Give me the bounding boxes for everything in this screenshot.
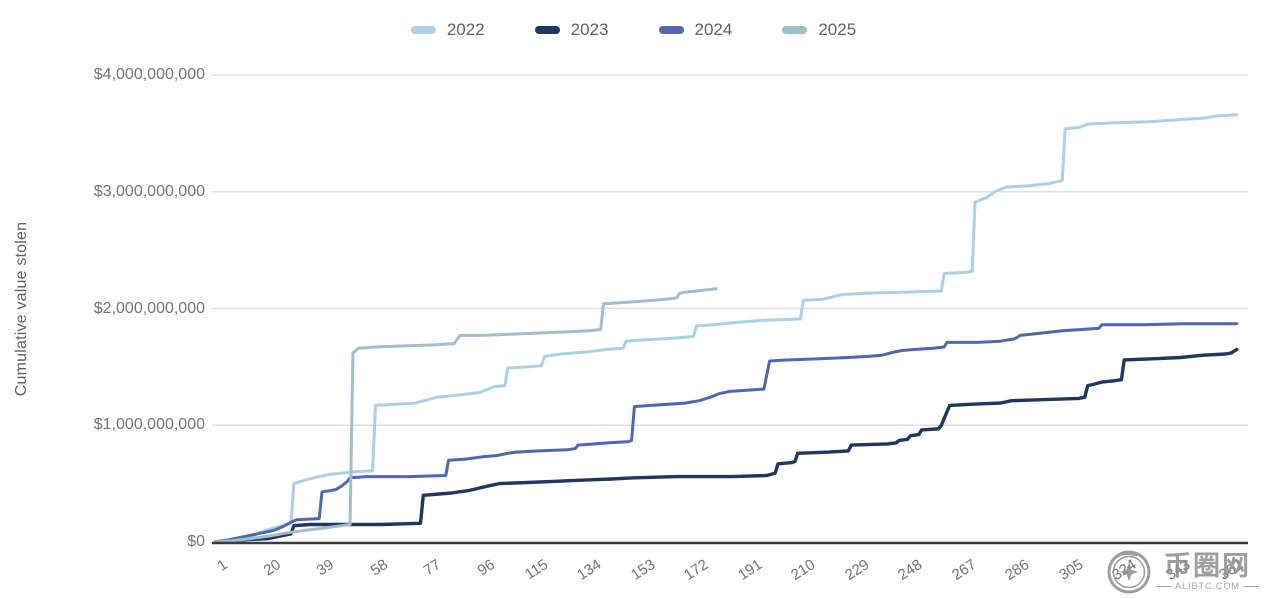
watermark-site-name: 币圈网 xyxy=(1163,551,1251,581)
legend-item-2024[interactable]: 2024 xyxy=(658,20,733,40)
legend-label: 2023 xyxy=(570,20,609,39)
series-lines xyxy=(213,113,1239,544)
legend-label: 2025 xyxy=(818,20,857,39)
legend-item-2025[interactable]: 2025 xyxy=(782,20,856,40)
y-tick-label-4b: $4,000,000,000 xyxy=(93,66,205,83)
series-line-2024 xyxy=(213,322,1239,544)
y-tick-label-2b: $2,000,000,000 xyxy=(93,299,205,317)
y-tick-label-0b: $0 xyxy=(187,533,205,550)
y-tick-label-3b: $3,000,000,000 xyxy=(93,182,205,200)
legend-item-2023[interactable]: 2023 xyxy=(534,20,609,40)
legend-label: 2022 xyxy=(446,20,485,39)
legend-item-2022[interactable]: 2022 xyxy=(410,20,485,40)
legend-swatch-2023 xyxy=(534,26,560,34)
watermark-domain-text: ALIBTC.COM xyxy=(1174,581,1240,591)
legend-swatch-2022 xyxy=(410,26,436,34)
watermark: 币圈网 ALIBTC.COM xyxy=(1106,549,1259,595)
coin-icon xyxy=(1107,550,1151,594)
chart-legend: 2022 2023 2024 2025 xyxy=(0,20,1267,40)
watermark-rule-right xyxy=(1243,586,1259,587)
watermark-rule-left xyxy=(1155,586,1172,587)
series-line-2022 xyxy=(213,113,1239,544)
series-line-2023 xyxy=(213,347,1239,544)
legend-swatch-2025 xyxy=(782,26,808,34)
series-line-2025 xyxy=(213,287,718,544)
legend-label: 2024 xyxy=(694,20,733,39)
legend-swatch-2024 xyxy=(658,26,684,34)
gridlines xyxy=(212,74,1248,427)
watermark-text: 币圈网 ALIBTC.COM xyxy=(1155,551,1259,591)
y-tick-label-1b: $1,000,000,000 xyxy=(93,416,205,434)
watermark-domain: ALIBTC.COM xyxy=(1155,581,1259,591)
